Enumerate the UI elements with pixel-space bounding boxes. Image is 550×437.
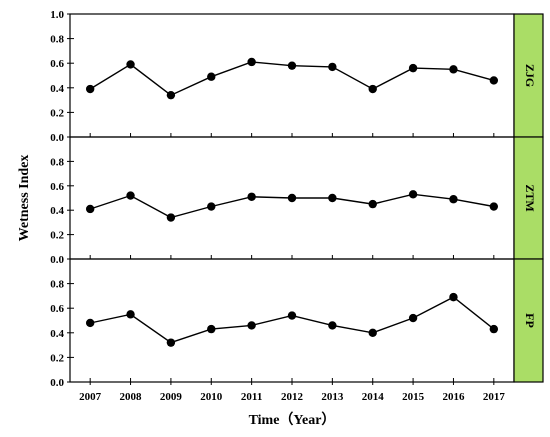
data-point [408, 313, 418, 323]
data-point [166, 338, 176, 347]
x-tick-label: 2016 [442, 391, 465, 403]
y-tick-label: 0.6 [50, 58, 64, 70]
data-point [166, 213, 176, 222]
y-tick-label: 0.4 [50, 328, 64, 340]
data-point [85, 84, 95, 94]
data-point [85, 318, 95, 328]
panel-frame [69, 13, 515, 138]
panel-strip [513, 258, 544, 383]
y-tick-label: 0.8 [50, 34, 64, 46]
data-point [126, 191, 135, 200]
data-point [489, 76, 499, 85]
panel-zjg: ZJG 0.0 0.2 0.4 0.6 0.8 1.0 [50, 9, 544, 144]
data-point [126, 60, 135, 69]
y-tick-label: 0.4 [50, 83, 64, 95]
data-point [287, 193, 297, 203]
panel-frame [69, 258, 515, 383]
panel-strip [513, 13, 544, 138]
data-point [126, 310, 135, 319]
data-point [489, 202, 499, 211]
data-point [247, 192, 256, 201]
y-tick-label: 0.6 [50, 181, 64, 193]
data-point [408, 190, 418, 199]
data-point [85, 204, 95, 214]
panel-strip [513, 136, 544, 260]
x-tick-label: 2007 [79, 391, 102, 403]
panel-fp: FP 0.0 0.2 0.4 0.6 0.8 [50, 258, 544, 389]
data-point [368, 199, 377, 209]
data-point [368, 328, 377, 337]
x-tick-label: 2015 [402, 391, 425, 403]
x-tick-label: 2014 [362, 391, 385, 403]
data-point [328, 193, 337, 203]
data-point [449, 292, 458, 302]
x-tick-label: 2012 [281, 391, 304, 403]
y-tick-label: 0.2 [50, 230, 64, 242]
data-point [287, 61, 297, 70]
panel-strip-label: ZJG [523, 64, 537, 87]
data-point [328, 62, 337, 72]
panel-strip-label: FP [523, 313, 537, 328]
y-tick-label: 0.0 [50, 132, 64, 144]
y-tick-label: 0.2 [50, 352, 64, 364]
y-tick-label: 0.0 [50, 254, 64, 266]
y-tick-label: 0.8 [50, 279, 64, 291]
y-axis-title: Wetness Index [17, 155, 32, 242]
data-point [408, 63, 418, 73]
x-axis-ticks: 2007 2008 2009 2010 2011 2012 2013 2014 2015 2016… [79, 382, 505, 403]
data-point [247, 57, 256, 67]
data-point [449, 65, 458, 74]
y-tick-label: 0.4 [50, 205, 64, 217]
x-tick-label: 2009 [160, 391, 183, 403]
y-tick-label: 0.0 [50, 377, 64, 389]
y-tick-label: 0.2 [50, 107, 64, 119]
x-tick-label: 2008 [120, 391, 143, 403]
data-point [449, 195, 458, 204]
data-point [166, 90, 176, 100]
data-point [328, 321, 337, 330]
y-tick-label: 0.6 [50, 303, 64, 315]
chart-panels: ZJG0.00.20.40.60.81.0ZTM0.00.20.40.60.8F… [50, 9, 544, 389]
data-point [207, 324, 216, 334]
y-tick-label: 0.8 [50, 156, 64, 168]
data-point [368, 84, 377, 94]
x-tick-label: 2010 [200, 391, 223, 403]
data-point [489, 324, 499, 334]
x-tick-label: 2013 [321, 391, 344, 403]
data-point [247, 321, 256, 330]
data-point [287, 311, 297, 320]
series-line [90, 296, 495, 344]
panel-strip-label: ZTM [523, 184, 537, 211]
data-point [207, 202, 216, 211]
x-tick-label: 2017 [483, 391, 506, 403]
x-tick-label: 2011 [241, 391, 262, 403]
data-point [207, 72, 216, 81]
panel-ztm: ZTM 0.0 0.2 0.4 0.6 0.8 [50, 136, 544, 266]
x-axis-title: Time（Year） [249, 412, 336, 428]
y-tick-label: 1.0 [50, 9, 64, 21]
